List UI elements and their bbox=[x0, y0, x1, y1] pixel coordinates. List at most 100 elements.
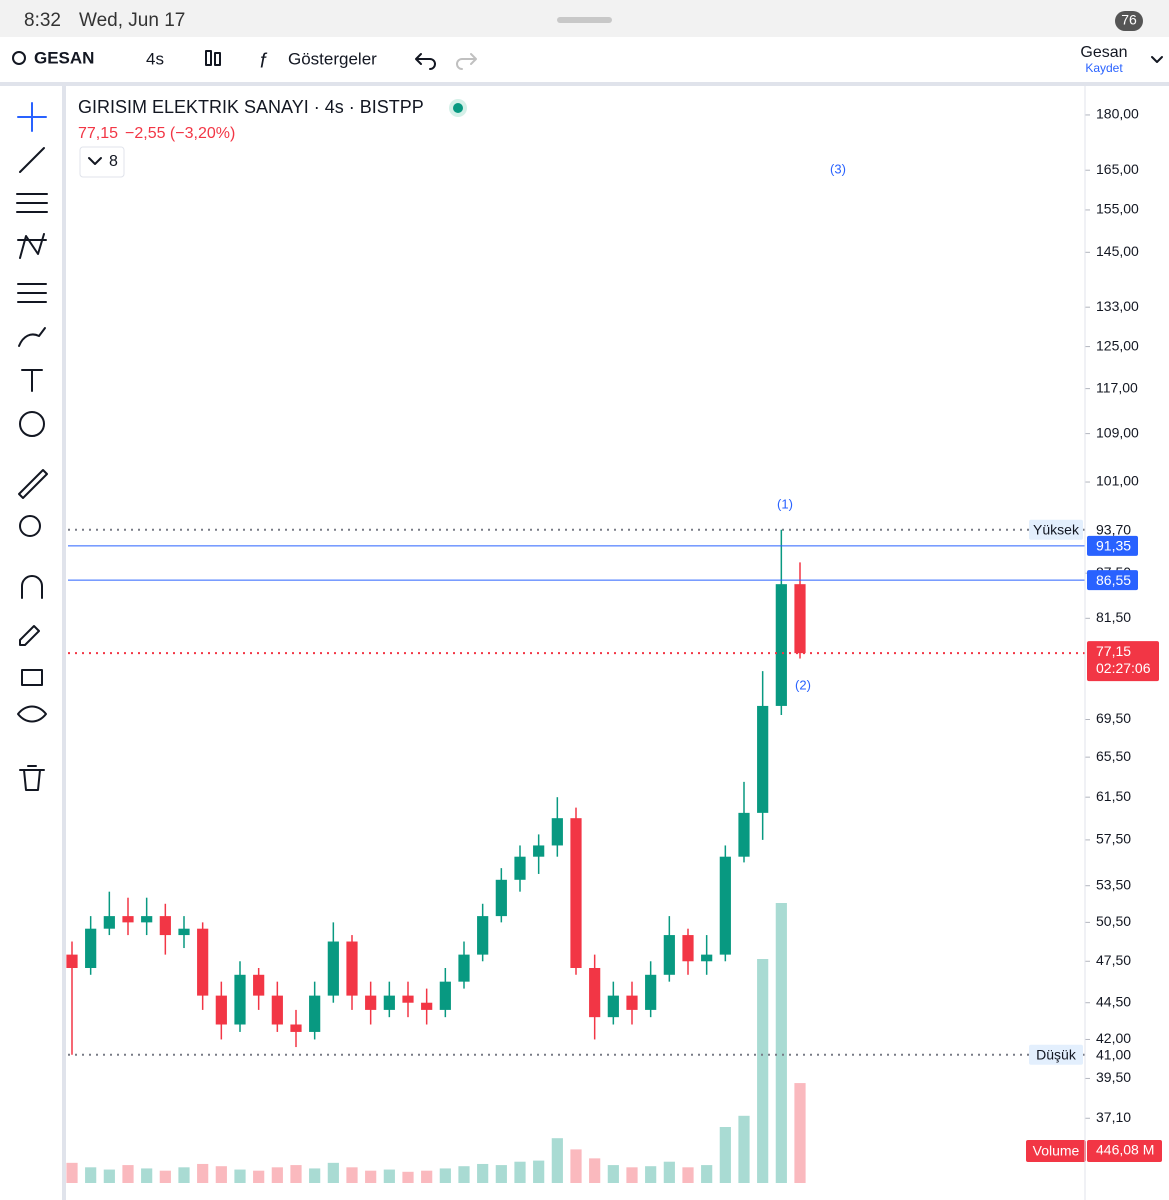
line-tool[interactable] bbox=[19, 147, 45, 173]
level-name: Düşük bbox=[1036, 1046, 1077, 1062]
volume-bar bbox=[103, 1169, 115, 1183]
volume-bar bbox=[589, 1158, 601, 1183]
y-tick-label: 69,50 bbox=[1096, 710, 1131, 726]
redo[interactable] bbox=[456, 53, 477, 70]
volume-bar bbox=[757, 959, 769, 1183]
y-tick-label: 65,50 bbox=[1096, 748, 1131, 764]
level-badge bbox=[1087, 1044, 1138, 1065]
symbol[interactable]: GESAN bbox=[34, 48, 94, 67]
y-tick-label: 61,50 bbox=[1096, 788, 1131, 804]
wave-label: (1) bbox=[777, 496, 793, 511]
candle-body bbox=[533, 845, 545, 857]
chevron bbox=[88, 157, 102, 165]
candle-body bbox=[234, 974, 246, 1025]
volume-badge bbox=[1026, 1140, 1086, 1162]
candle-body bbox=[346, 941, 358, 996]
menu-arrow[interactable] bbox=[1151, 56, 1163, 63]
fib-tool[interactable] bbox=[16, 193, 48, 213]
volume-bar bbox=[290, 1165, 302, 1183]
indicator-toggle[interactable] bbox=[79, 146, 125, 178]
volume-bar bbox=[253, 1170, 265, 1183]
candle-body bbox=[626, 995, 638, 1010]
volume-value-badge bbox=[1087, 1140, 1162, 1162]
trash-tool[interactable] bbox=[19, 765, 45, 791]
y-tick-label: 42,00 bbox=[1096, 1030, 1131, 1046]
y-tick-label: 81,50 bbox=[1096, 609, 1131, 625]
candle-body bbox=[701, 954, 713, 962]
brush-tool[interactable] bbox=[18, 327, 46, 347]
draw-lock[interactable] bbox=[19, 625, 40, 646]
y-tick-label: 101,00 bbox=[1096, 473, 1139, 489]
y-tick-label: 125,00 bbox=[1096, 337, 1139, 353]
text-tool[interactable] bbox=[21, 369, 43, 392]
y-tick-label: 145,00 bbox=[1096, 243, 1139, 259]
last-price: 77,15 bbox=[78, 125, 118, 142]
last-price-badge bbox=[1087, 641, 1159, 682]
volume-bar bbox=[607, 1165, 619, 1183]
volume-bar bbox=[215, 1166, 227, 1183]
candle-body bbox=[365, 995, 377, 1010]
price-change: −2,55 (−3,20%) bbox=[125, 125, 235, 142]
volume-bar bbox=[66, 1162, 78, 1183]
level-price: 91,35 bbox=[1096, 538, 1131, 554]
volume-bar bbox=[533, 1160, 545, 1183]
save[interactable]: Kaydet bbox=[1085, 61, 1123, 75]
y-tick-label: 50,50 bbox=[1096, 913, 1131, 929]
volume-bar bbox=[346, 1167, 358, 1183]
level-name: Yüksek bbox=[1033, 521, 1080, 537]
volume-bar bbox=[141, 1168, 153, 1183]
volume-bar bbox=[309, 1168, 321, 1183]
sidebar-border bbox=[62, 86, 66, 1200]
volume-bar bbox=[495, 1165, 507, 1183]
toolbar-border bbox=[0, 82, 1169, 86]
candle-body bbox=[215, 995, 227, 1025]
candle-body bbox=[271, 995, 283, 1025]
indicators[interactable]: Göstergeler bbox=[288, 49, 377, 68]
market-status-dot bbox=[453, 103, 463, 113]
ruler-tool[interactable] bbox=[18, 469, 48, 499]
candle-body bbox=[719, 856, 731, 955]
lock-tool[interactable] bbox=[21, 669, 43, 686]
candle-body bbox=[85, 928, 97, 968]
last-price-label: 77,15 bbox=[1096, 643, 1131, 659]
candle-body bbox=[794, 584, 806, 654]
chart-title: GIRISIM ELEKTRIK SANAYI · 4s · BISTPP bbox=[78, 97, 424, 117]
search-icon[interactable] bbox=[12, 51, 26, 65]
emoji-tool[interactable] bbox=[19, 411, 45, 437]
candle-body bbox=[159, 916, 171, 936]
candle-body bbox=[197, 928, 209, 996]
volume-bar bbox=[570, 1149, 582, 1183]
zoom-tool[interactable] bbox=[19, 515, 41, 537]
level-name-badge bbox=[1029, 1044, 1083, 1065]
candle-body bbox=[551, 818, 563, 846]
candle-body bbox=[514, 856, 526, 880]
layout-name[interactable]: Gesan bbox=[1080, 44, 1127, 61]
level-badge bbox=[1087, 535, 1138, 556]
candle-body bbox=[309, 995, 321, 1032]
countdown: 02:27:06 bbox=[1096, 660, 1151, 676]
y-tick-label: 47,50 bbox=[1096, 952, 1131, 968]
candle-body bbox=[682, 935, 694, 962]
level-name-badge bbox=[1029, 519, 1083, 540]
visibility-tool[interactable] bbox=[17, 705, 47, 723]
volume-bar bbox=[794, 1083, 806, 1183]
volume-bar bbox=[234, 1169, 246, 1183]
volume-bar bbox=[365, 1170, 377, 1183]
drawing-tools bbox=[16, 102, 48, 791]
candle-type-icon[interactable] bbox=[205, 50, 212, 66]
cursor-tool[interactable] bbox=[17, 102, 47, 132]
candle-body bbox=[383, 995, 395, 1010]
volume-bar bbox=[327, 1162, 339, 1183]
interval[interactable]: 4s bbox=[146, 49, 164, 68]
forecast-tool[interactable] bbox=[17, 283, 47, 303]
pattern-tool[interactable] bbox=[17, 233, 47, 259]
undo[interactable] bbox=[415, 53, 436, 70]
candle-body bbox=[141, 916, 153, 923]
magnet-tool[interactable] bbox=[21, 575, 43, 599]
status-date: Wed, Jun 17 bbox=[79, 10, 185, 31]
wave-label: (3) bbox=[830, 161, 846, 176]
volume-bar bbox=[383, 1169, 395, 1183]
volume-bar bbox=[178, 1167, 190, 1183]
level-badge bbox=[1087, 570, 1138, 591]
